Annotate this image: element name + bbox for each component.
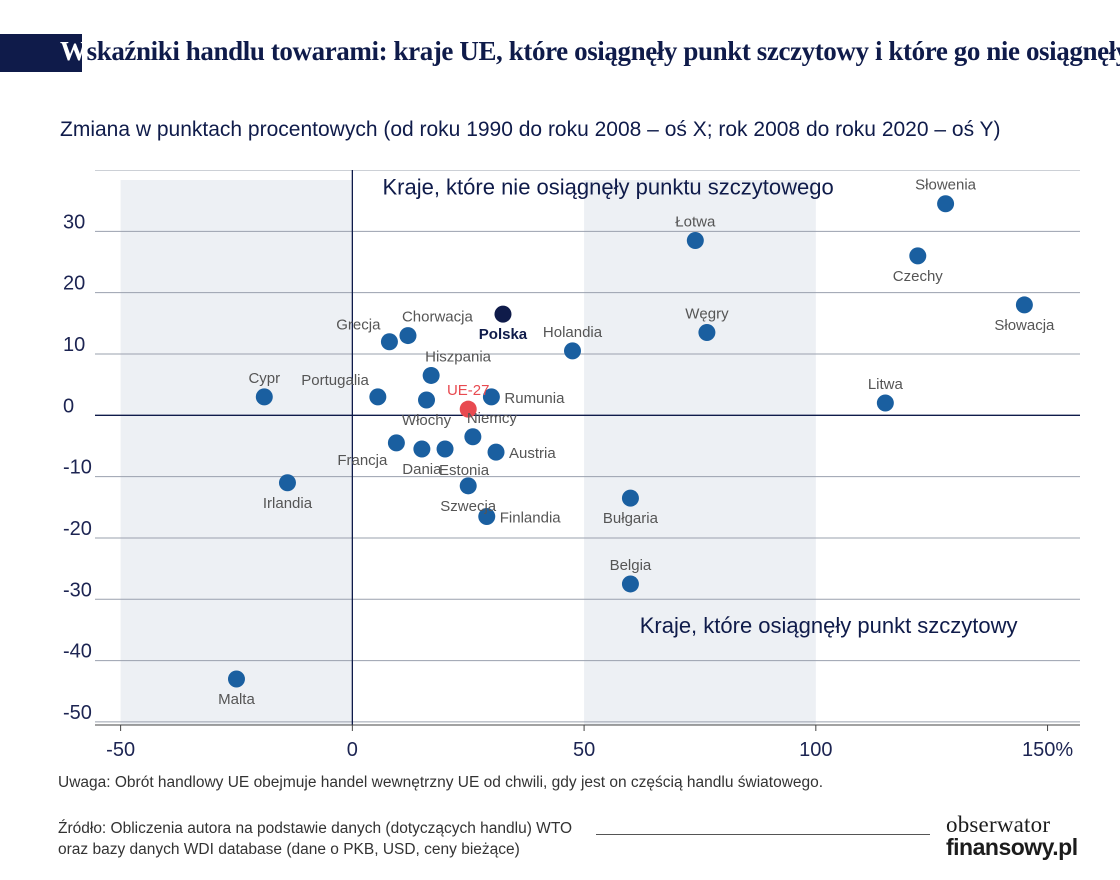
annotation-0: Kraje, które nie osiągnęły punktu szczyt… xyxy=(382,175,833,200)
point-label: Austria xyxy=(509,445,556,462)
chart-subtitle: Zmiana w punktach procentowych (od roku … xyxy=(60,118,1001,141)
y-tick-label: -10 xyxy=(63,457,92,479)
point-label: Malta xyxy=(218,691,255,708)
point-holandia xyxy=(564,342,581,360)
point-label: Niemcy xyxy=(467,410,518,427)
point-label: Chorwacja xyxy=(402,309,474,326)
point-austria xyxy=(487,443,505,461)
point-łotwa xyxy=(686,232,704,250)
shaded-bands xyxy=(120,180,816,725)
chart-title: Wskaźniki handlu towarami: kraje UE, któ… xyxy=(60,36,1120,67)
y-tick-label: 20 xyxy=(63,273,85,295)
source-line-2: oraz bazy danych WDI database (dane o PK… xyxy=(58,841,520,858)
title-first-letter: W xyxy=(60,36,87,66)
shaded-band-0 xyxy=(120,180,353,725)
point-estonia xyxy=(436,440,454,458)
axes xyxy=(95,170,1080,731)
point-label: Grecja xyxy=(336,317,381,334)
point-label: Hiszpania xyxy=(425,348,492,365)
title-text: skaźniki handlu towarami: kraje UE, któr… xyxy=(86,36,1120,66)
y-tick-label: -40 xyxy=(63,641,92,663)
point-dania xyxy=(413,440,431,458)
grid-lines xyxy=(95,170,1080,723)
point-malta xyxy=(227,670,245,688)
point-węgry xyxy=(698,324,716,342)
point-słowenia xyxy=(937,195,955,213)
annotations: Kraje, które nie osiągnęły punktu szczyt… xyxy=(382,175,1017,638)
point-label: Irlandia xyxy=(263,495,313,512)
y-tick-label: 40% xyxy=(63,170,103,172)
point-label: Łotwa xyxy=(675,214,716,231)
point-rumunia xyxy=(482,388,500,406)
note-text: Uwaga: Obrót handlowy UE obejmuje handel… xyxy=(58,774,824,791)
point-cypr xyxy=(255,388,273,406)
y-tick-label: -30 xyxy=(63,579,92,601)
point-label: Francja xyxy=(337,452,388,469)
point-ue-27 xyxy=(459,400,477,418)
point-label: Cypr xyxy=(248,370,280,387)
point-grecja xyxy=(380,333,398,351)
point-label: Polska xyxy=(479,326,528,343)
point-label: Estonia xyxy=(439,462,490,479)
point-label: Rumunia xyxy=(504,390,565,407)
x-tick-label: 0 xyxy=(347,739,358,761)
point-label: UE-27 xyxy=(447,382,490,399)
logo: obserwator finansowy.pl xyxy=(946,812,1078,860)
source-line-1: Źródło: Obliczenia autora na podstawie d… xyxy=(58,820,573,837)
data-points xyxy=(227,195,1033,688)
y-tick-label: 10 xyxy=(63,334,85,356)
point-label: Szwecja xyxy=(440,498,497,515)
point-czechy xyxy=(909,247,927,265)
y-tick-label: 0 xyxy=(63,395,74,417)
shaded-band-1 xyxy=(584,180,816,725)
x-tick-label: -50 xyxy=(106,739,135,761)
title-accent-bar xyxy=(0,34,82,72)
logo-line-1: obserwator xyxy=(946,812,1051,837)
point-szwecja xyxy=(459,477,477,495)
point-label: Portugalia xyxy=(301,372,369,389)
point-label: Bułgaria xyxy=(603,510,659,527)
point-labels: Słowenia Łotwa Czechy Słowacja Polska Węgry Ch… xyxy=(218,177,1055,708)
point-finlandia xyxy=(478,507,496,525)
x-tick-label: 100 xyxy=(799,739,832,761)
source-text: Źródło: Obliczenia autora na podstawie d… xyxy=(58,818,572,860)
point-niemcy xyxy=(464,428,482,446)
point-belgia xyxy=(621,575,639,593)
point-portugalia xyxy=(369,388,387,406)
point-label: Czechy xyxy=(893,268,944,285)
point-hiszpania xyxy=(422,366,440,384)
point-label: Belgia xyxy=(610,557,652,574)
point-irlandia xyxy=(278,474,296,492)
point-label: Finlandia xyxy=(500,509,562,526)
point-label: Słowenia xyxy=(915,177,977,194)
point-label: Włochy xyxy=(402,412,452,429)
point-label: Dania xyxy=(402,461,442,478)
point-włochy xyxy=(418,391,436,409)
point-chorwacja xyxy=(399,327,417,345)
y-tick-label: 30 xyxy=(63,211,85,233)
point-francja xyxy=(387,434,405,452)
source-divider xyxy=(596,834,930,835)
point-litwa xyxy=(876,394,894,412)
logo-line-2: finansowy.pl xyxy=(946,834,1078,860)
annotation-1: Kraje, które osiągnęły punkt szczytowy xyxy=(640,613,1018,638)
point-słowacja xyxy=(1015,296,1033,314)
point-label: Słowacja xyxy=(994,317,1055,334)
point-label: Holandia xyxy=(543,324,603,341)
x-tick-label: 50 xyxy=(573,739,595,761)
point-label: Litwa xyxy=(868,376,904,393)
point-label: Węgry xyxy=(685,306,729,323)
y-tick-label: -50 xyxy=(63,702,92,724)
point-polska xyxy=(494,305,512,323)
y-tick-label: -20 xyxy=(63,518,92,540)
point-bułgaria xyxy=(621,489,639,507)
x-tick-label: 150% xyxy=(1022,739,1073,761)
